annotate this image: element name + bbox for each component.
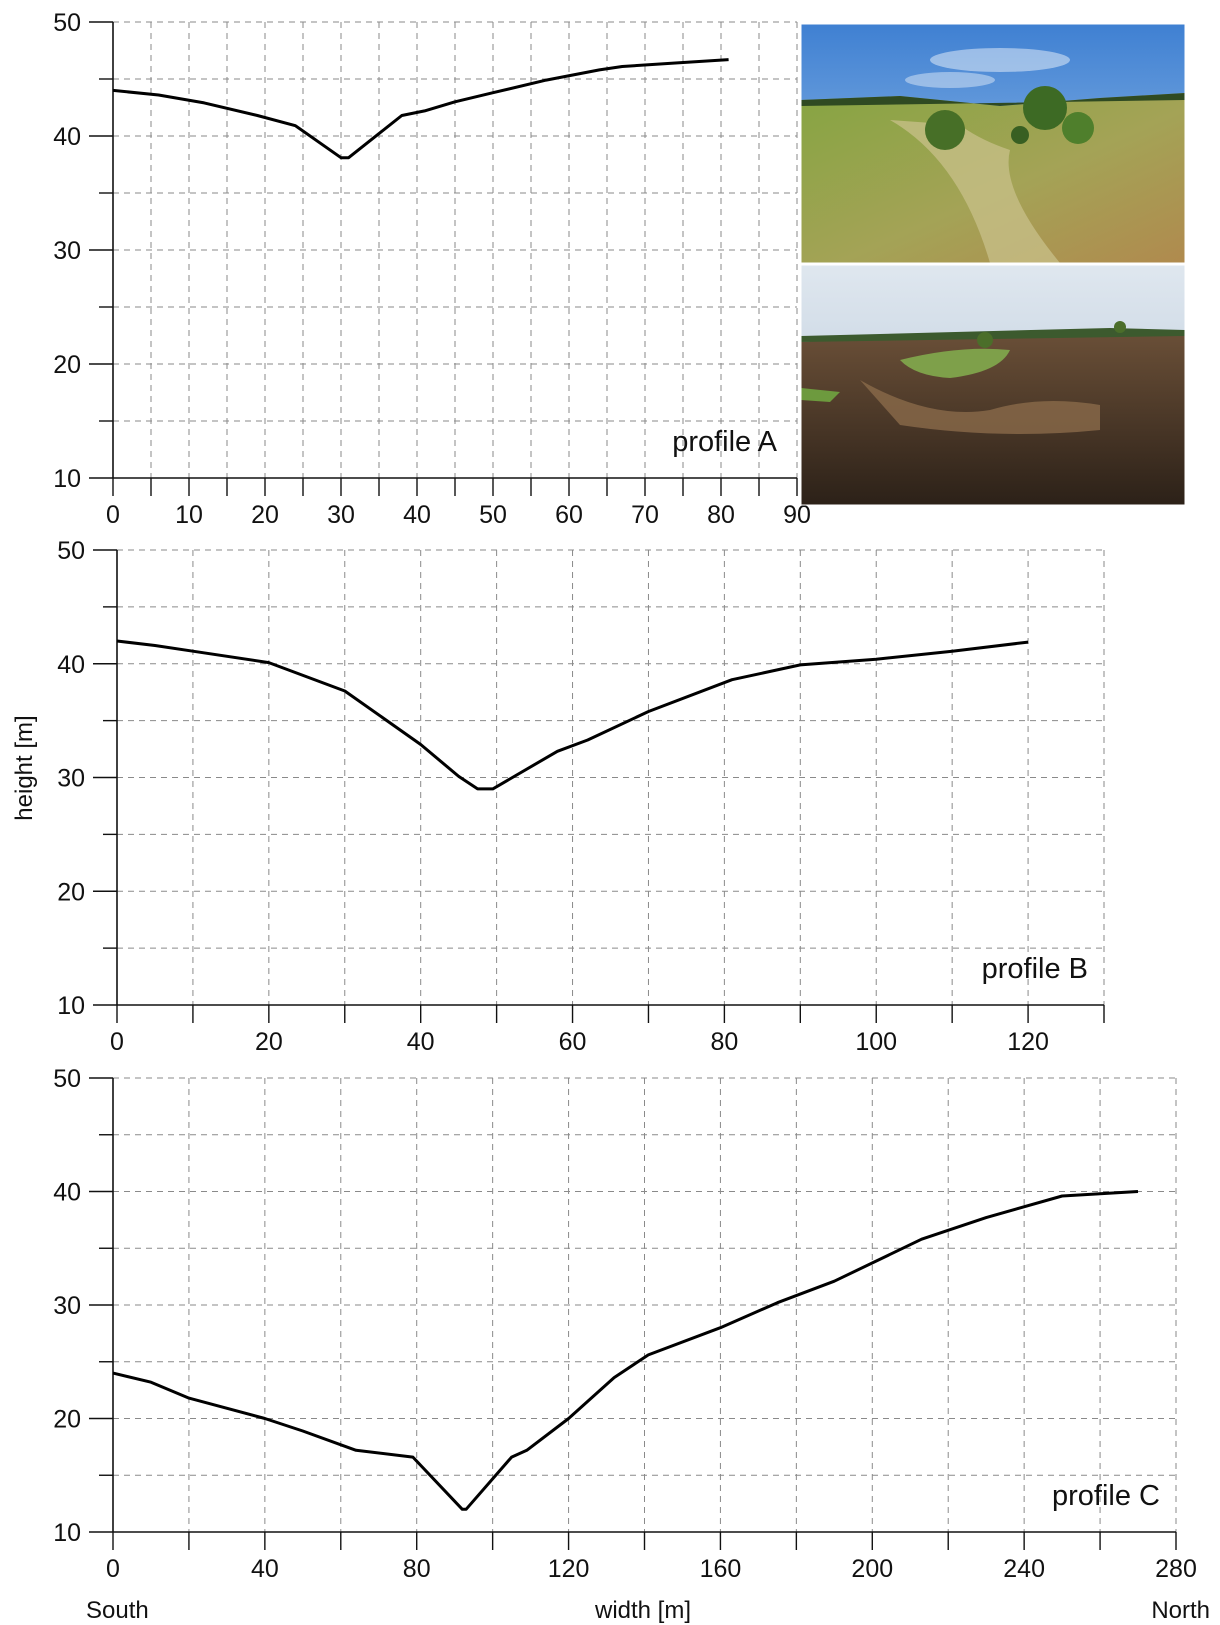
y-tick-label: 50 [53, 9, 81, 37]
y-tick-label: 10 [53, 465, 81, 493]
profile-line-3 [112, 1190, 1139, 1511]
profile-label: profile A [672, 426, 777, 458]
profile-panels: 0 10 20 30 40 50 60 70 80 90 10 20 30 40 50 profile A 0 2… [53, 9, 1197, 1583]
x-tick-label: 240 [1003, 1555, 1045, 1583]
x-tick-label: 120 [1007, 1028, 1049, 1056]
x-tick-label: 10 [175, 501, 203, 529]
x-tick-label: 100 [855, 1028, 897, 1056]
direction-north: North [1151, 1597, 1210, 1624]
profile-panel-3: 0 40 80 120 160 200 240 280 10 20 30 40 50 profile C [53, 1065, 1197, 1583]
x-tick-label: 40 [251, 1555, 279, 1583]
x-tick-label: 80 [710, 1028, 738, 1056]
profile-label: profile B [982, 953, 1088, 985]
y-tick-label: 40 [53, 123, 81, 151]
y-tick-label: 20 [53, 351, 81, 379]
y-tick-label: 10 [53, 1519, 81, 1547]
y-tick-label: 40 [57, 651, 85, 679]
x-tick-label: 50 [479, 501, 507, 529]
direction-south: South [86, 1597, 149, 1624]
x-axis-title: width [m] [594, 1597, 691, 1624]
x-tick-label: 80 [707, 501, 735, 529]
y-tick-label: 30 [57, 765, 85, 793]
x-tick-label: 0 [106, 501, 120, 529]
y-tick-label: 20 [57, 878, 85, 906]
profile-label: profile C [1052, 1480, 1160, 1512]
x-tick-label: 70 [631, 501, 659, 529]
y-tick-label: 10 [57, 992, 85, 1020]
y-tick-label: 40 [53, 1179, 81, 1207]
y-tick-label: 50 [53, 1065, 81, 1093]
x-tick-label: 60 [559, 1028, 587, 1056]
x-tick-label: 40 [403, 501, 431, 529]
x-tick-label: 90 [783, 501, 811, 529]
x-tick-label: 20 [255, 1028, 283, 1056]
x-tick-label: 200 [851, 1555, 893, 1583]
gully-photo-summer [800, 23, 1186, 264]
x-tick-label: 280 [1155, 1555, 1197, 1583]
profile-line-2 [116, 639, 1029, 791]
profile-panel-2: 0 20 40 60 80 100 120 10 20 30 40 50 profile B [57, 537, 1105, 1056]
y-tick-label: 20 [53, 1406, 81, 1434]
x-tick-label: 30 [327, 501, 355, 529]
x-tick-label: 20 [251, 501, 279, 529]
x-tick-label: 0 [106, 1555, 120, 1583]
x-tick-label: 120 [548, 1555, 590, 1583]
gully-photo-burnt [800, 264, 1186, 506]
x-tick-label: 0 [110, 1028, 124, 1056]
x-tick-label: 80 [403, 1555, 431, 1583]
x-tick-label: 40 [407, 1028, 435, 1056]
y-tick-label: 50 [57, 537, 85, 565]
x-tick-label: 60 [555, 501, 583, 529]
profile-panel-1: 0 10 20 30 40 50 60 70 80 90 10 20 30 40 50 profile A [53, 9, 811, 529]
y-tick-label: 30 [53, 237, 81, 265]
profile-line-1 [112, 58, 729, 160]
x-tick-label: 160 [700, 1555, 742, 1583]
y-tick-label: 30 [53, 1292, 81, 1320]
y-axis-title: height [m] [11, 715, 38, 820]
